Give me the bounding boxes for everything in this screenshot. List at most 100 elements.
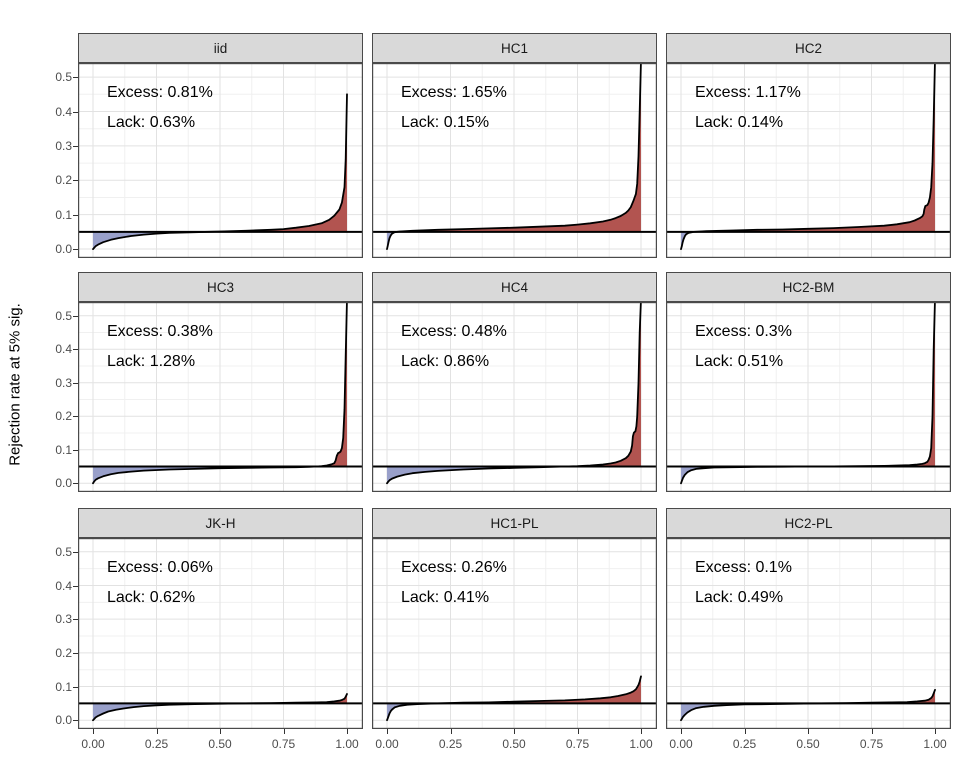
y-tick-label: 0.2 <box>55 645 72 660</box>
x-tick-label: 0.00 <box>81 737 105 751</box>
y-tick-label: 0.1 <box>55 442 72 457</box>
y-tick-label: 0.3 <box>55 375 72 390</box>
y-tick-mark <box>73 214 78 216</box>
lack-annotation: Lack: 0.86% <box>401 353 490 370</box>
y-tick-mark <box>73 315 78 317</box>
lack-annotation: Lack: 0.62% <box>107 589 196 606</box>
facet-strip-label: HC2 <box>794 40 822 56</box>
excess-annotation: Excess: 0.48% <box>401 323 507 340</box>
facet-strip-label: HC3 <box>206 279 234 295</box>
facet-strip-label: HC1-PL <box>490 515 539 531</box>
facet-strip-JK-H: JK-H <box>78 508 363 538</box>
y-tick-label: 0.4 <box>55 342 72 357</box>
panel-border <box>372 538 657 729</box>
panel-border <box>372 302 657 492</box>
y-tick-label: 0.5 <box>55 70 72 85</box>
x-tick-mark <box>450 729 452 734</box>
y-tick-mark <box>73 483 78 485</box>
y-tick-label: 0.0 <box>55 713 72 728</box>
excess-annotation: Excess: 0.38% <box>107 323 213 340</box>
rejection-rate-curve <box>386 675 642 722</box>
facet-panel-HC4: Excess: 0.48% Lack: 0.86% <box>372 302 657 492</box>
x-tick-mark <box>577 729 579 734</box>
facet-strip-label: HC2-BM <box>782 279 835 295</box>
x-tick-label: 0.75 <box>859 737 884 751</box>
x-tick-label: 1.00 <box>335 737 359 751</box>
facet-plot <box>78 538 363 729</box>
y-tick-mark <box>73 145 78 147</box>
panel-border <box>666 302 951 492</box>
x-tick-mark <box>681 729 682 734</box>
y-tick-mark <box>73 652 78 654</box>
y-tick-label: 0.2 <box>55 173 72 188</box>
panel-border <box>372 63 657 258</box>
rejection-rate-curve <box>680 689 936 722</box>
y-tick-mark <box>73 349 78 351</box>
x-tick-label: 0.50 <box>208 737 232 751</box>
x-tick-label: 1.00 <box>923 737 947 751</box>
y-tick-label: 0.1 <box>55 679 72 694</box>
x-tick-label: 0.25 <box>732 737 757 751</box>
y-tick-label: 0.0 <box>55 242 72 257</box>
y-tick-label: 0.5 <box>55 308 72 323</box>
y-tick-label: 0.2 <box>55 409 72 424</box>
y-tick-mark <box>73 249 78 251</box>
facet-strip-HC4: HC4 <box>372 272 657 302</box>
panel-border <box>78 302 363 492</box>
lack-area <box>681 703 935 721</box>
y-tick-label: 0.5 <box>55 544 72 559</box>
facet-strip-HC3: HC3 <box>78 272 363 302</box>
x-tick-label: 1.00 <box>629 737 653 751</box>
rejection-rate-curve <box>92 302 348 485</box>
excess-area <box>437 676 641 704</box>
x-tick-mark <box>156 729 158 734</box>
excess-annotation: Excess: 0.3% <box>695 323 792 340</box>
facet-strip-label: iid <box>213 40 228 56</box>
facet-plot <box>372 302 657 492</box>
y-tick-label: 0.3 <box>55 612 72 627</box>
y-tick-mark <box>73 686 78 688</box>
facet-plot <box>372 63 657 258</box>
facet-panel-HC1-PL: Excess: 0.26% Lack: 0.41% <box>372 538 657 729</box>
y-tick-mark <box>73 585 78 587</box>
lack-annotation: Lack: 0.49% <box>695 589 784 606</box>
facet-plot <box>78 63 363 258</box>
x-tick-mark <box>514 729 515 734</box>
x-tick-mark <box>871 729 873 734</box>
excess-annotation: Excess: 1.65% <box>401 84 507 101</box>
lack-annotation: Lack: 0.15% <box>401 114 490 131</box>
y-tick-mark <box>73 382 78 384</box>
y-tick-label: 0.4 <box>55 578 72 593</box>
y-tick-label: 0.4 <box>55 104 72 119</box>
excess-area <box>820 689 935 704</box>
panel-border <box>666 63 951 258</box>
facet-panel-HC3: Excess: 0.38% Lack: 1.28% <box>78 302 363 492</box>
facet-strip-iid: iid <box>78 33 363 63</box>
rejection-rate-curve <box>386 63 642 250</box>
facet-panel-JK-H: Excess: 0.06% Lack: 0.62% <box>78 538 363 729</box>
facet-plot <box>666 302 951 492</box>
facet-panel-HC2-BM: Excess: 0.3% Lack: 0.51% <box>666 302 951 492</box>
excess-annotation: Excess: 0.1% <box>695 559 792 576</box>
rejection-rate-curve <box>386 302 642 485</box>
x-tick-mark <box>387 729 388 734</box>
excess-annotation: Excess: 0.81% <box>107 84 213 101</box>
y-tick-mark <box>73 111 78 113</box>
x-tick-mark <box>220 729 221 734</box>
facet-strip-HC2-BM: HC2-BM <box>666 272 951 302</box>
rejection-rate-curve <box>680 302 936 485</box>
excess-annotation: Excess: 0.06% <box>107 559 213 576</box>
lack-area <box>93 703 347 721</box>
y-tick-mark <box>73 77 78 79</box>
x-tick-label: 0.50 <box>502 737 526 751</box>
panel-border <box>78 538 363 729</box>
y-tick-mark <box>73 619 78 621</box>
y-tick-label: 0.1 <box>55 207 72 222</box>
lack-area <box>93 466 316 484</box>
y-axis-label: Rejection rate at 5% sig. <box>6 303 24 466</box>
rejection-rate-curve <box>680 63 936 250</box>
facet-panel-HC2: Excess: 1.17% Lack: 0.14% <box>666 63 951 258</box>
x-tick-mark <box>808 729 809 734</box>
x-tick-label: 0.00 <box>375 737 399 751</box>
